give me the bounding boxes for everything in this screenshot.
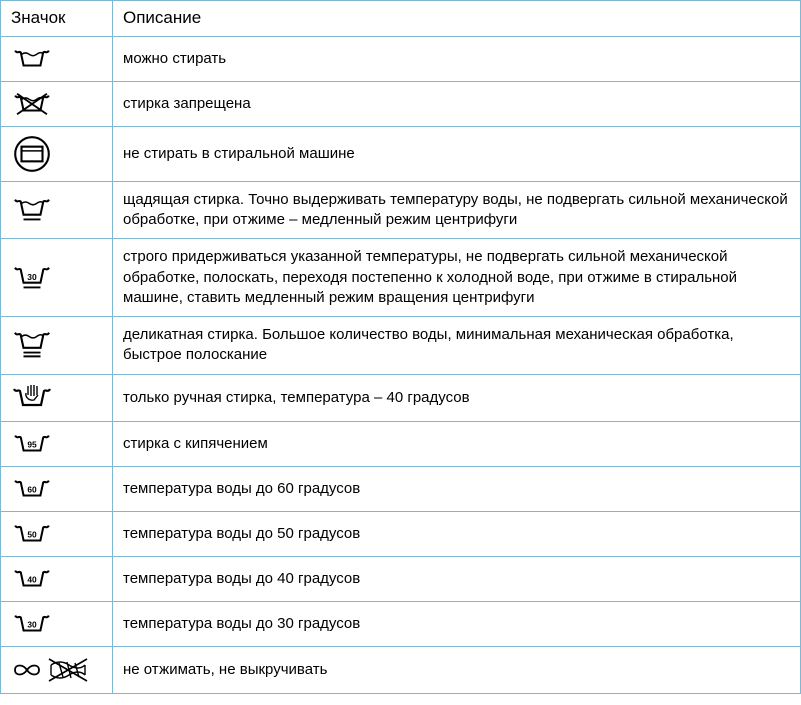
table-row: деликатная стирка. Большое количество во… <box>1 317 801 375</box>
desc-cell: не отжимать, не выкручивать <box>113 646 801 693</box>
col-header-icon: Значок <box>1 1 113 37</box>
desc-cell: стирка с кипячением <box>113 421 801 466</box>
machine-no-icon <box>1 126 113 181</box>
desc-cell: можно стирать <box>113 36 801 81</box>
table-header-row: Значок Описание <box>1 1 801 37</box>
wash-delicate-icon <box>1 317 113 375</box>
desc-cell: температура воды до 50 градусов <box>113 511 801 556</box>
wash-95-icon: 95 <box>1 421 113 466</box>
desc-cell: деликатная стирка. Большое количество во… <box>113 317 801 375</box>
laundry-symbols-table: Значок Описание можно стирать стирка зап… <box>0 0 801 694</box>
desc-cell: температура воды до 30 градусов <box>113 601 801 646</box>
table-row: только ручная стирка, температура – 40 г… <box>1 374 801 421</box>
table-row: не отжимать, не выкручивать <box>1 646 801 693</box>
table-row: 95 стирка с кипячением <box>1 421 801 466</box>
hand-wash-icon <box>1 374 113 421</box>
desc-cell: температура воды до 60 градусов <box>113 466 801 511</box>
table-row: 60 температура воды до 60 градусов <box>1 466 801 511</box>
svg-text:95: 95 <box>27 439 37 449</box>
table-row: можно стирать <box>1 36 801 81</box>
desc-cell: стирка запрещена <box>113 81 801 126</box>
desc-cell: не стирать в стиральной машине <box>113 126 801 181</box>
no-wring-icon <box>1 646 113 693</box>
wash-50-icon: 50 <box>1 511 113 556</box>
table-row: не стирать в стиральной машине <box>1 126 801 181</box>
table-row: щадящая стирка. Точно выдерживать темпер… <box>1 181 801 239</box>
wash-no-icon <box>1 81 113 126</box>
svg-text:60: 60 <box>27 484 37 494</box>
desc-cell: строго придерживаться указанной температ… <box>113 239 801 317</box>
table-row: стирка запрещена <box>1 81 801 126</box>
wash-gentle-icon <box>1 181 113 239</box>
table-row: 40 температура воды до 40 градусов <box>1 556 801 601</box>
col-header-desc: Описание <box>113 1 801 37</box>
svg-text:50: 50 <box>27 529 37 539</box>
table-row: 30 строго придерживаться указанной темпе… <box>1 239 801 317</box>
svg-text:40: 40 <box>27 574 37 584</box>
desc-cell: температура воды до 40 градусов <box>113 556 801 601</box>
wash-icon <box>1 36 113 81</box>
wash-40-icon: 40 <box>1 556 113 601</box>
wash-60-icon: 60 <box>1 466 113 511</box>
wash-30-bar-icon: 30 <box>1 239 113 317</box>
table-row: 30 температура воды до 30 градусов <box>1 601 801 646</box>
table-row: 50 температура воды до 50 градусов <box>1 511 801 556</box>
svg-text:30: 30 <box>27 272 37 282</box>
svg-text:30: 30 <box>27 619 37 629</box>
desc-cell: только ручная стирка, температура – 40 г… <box>113 374 801 421</box>
desc-cell: щадящая стирка. Точно выдерживать темпер… <box>113 181 801 239</box>
wash-30-icon: 30 <box>1 601 113 646</box>
